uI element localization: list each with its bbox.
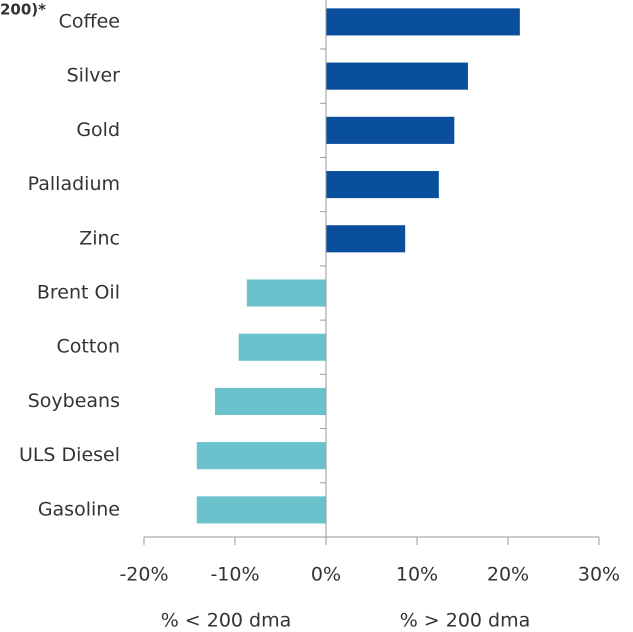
bar <box>326 8 520 36</box>
bar <box>326 62 468 90</box>
y-tick-label: Gasoline <box>38 498 120 520</box>
annotation: % < 200 dma <box>161 610 292 632</box>
y-tick-label: ULS Diesel <box>19 444 120 466</box>
y-tick-label: Cotton <box>57 336 120 358</box>
bar <box>238 333 326 361</box>
y-tick-label: Zinc <box>79 227 120 249</box>
y-tick-label: Coffee <box>59 10 120 32</box>
y-tick-label: Brent Oil <box>37 282 120 304</box>
bar <box>196 496 326 524</box>
bar <box>326 116 455 144</box>
x-tick-label: 10% <box>396 564 438 586</box>
bar <box>196 442 326 470</box>
annotation: % > 200 dma <box>400 610 531 632</box>
y-tick-label: Palladium <box>28 173 120 195</box>
y-tick-label: Silver <box>67 65 121 87</box>
x-tick-label: -20% <box>119 564 168 586</box>
x-tick-label: 0% <box>311 564 341 586</box>
x-tick-label: 20% <box>487 564 529 586</box>
y-tick-label: Gold <box>76 119 120 141</box>
y-tick-label: Soybeans <box>28 390 120 412</box>
bar <box>326 171 439 199</box>
x-tick-label: 30% <box>578 564 620 586</box>
x-tick-label: -10% <box>210 564 259 586</box>
bar <box>214 387 326 416</box>
bar <box>326 225 406 253</box>
chart-title: 200)* <box>0 1 46 19</box>
bar <box>246 279 326 307</box>
